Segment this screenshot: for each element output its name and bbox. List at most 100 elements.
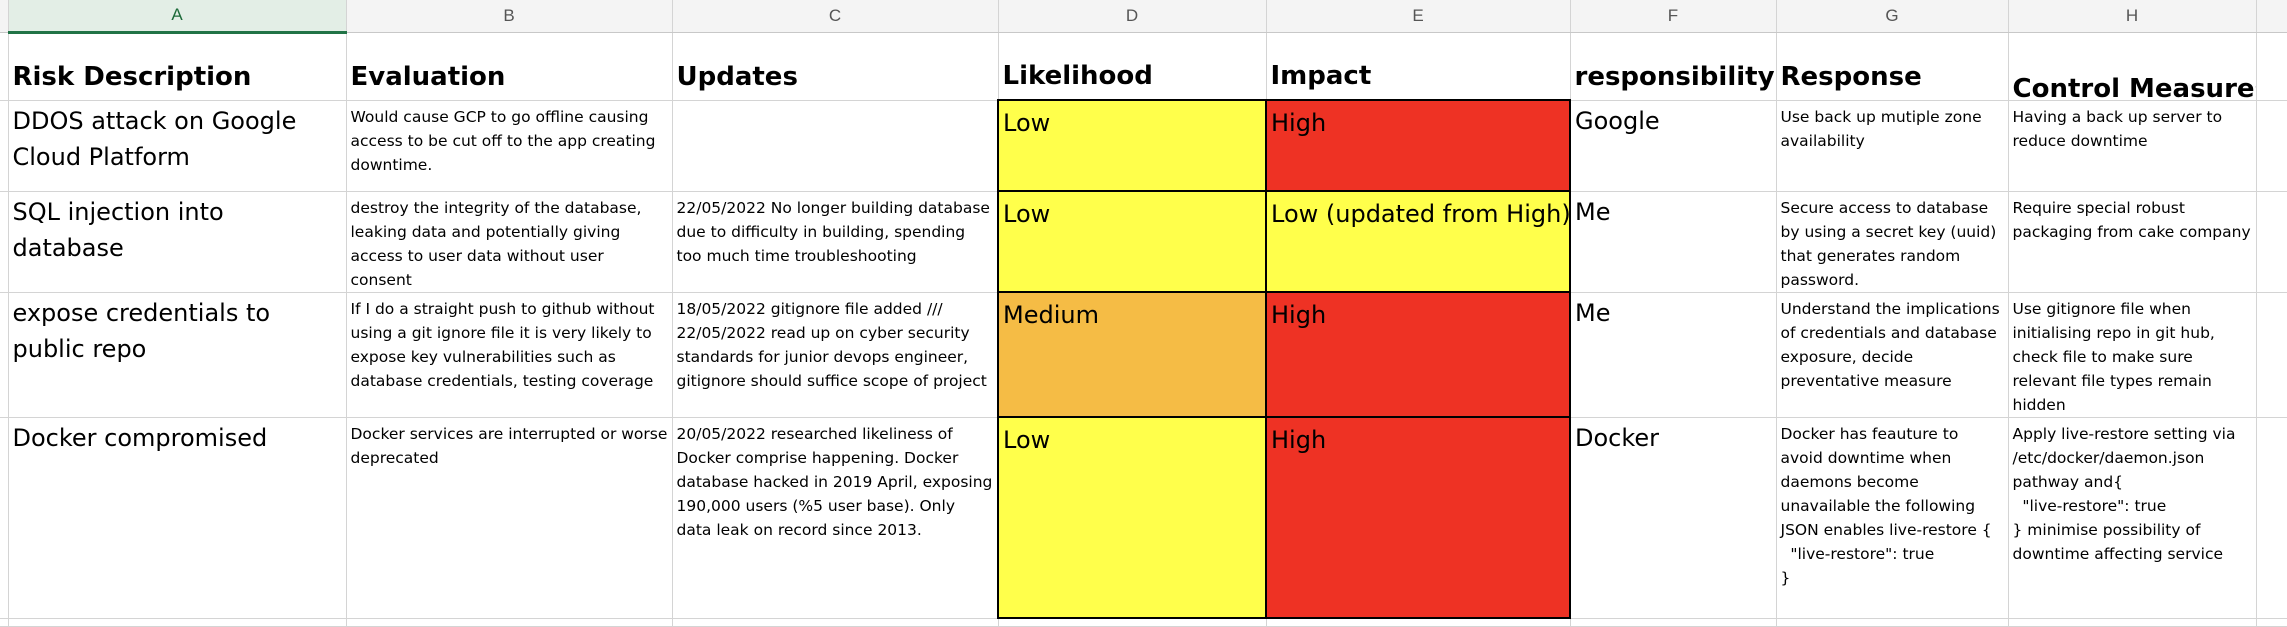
responsibility-value: Me	[1575, 298, 1611, 327]
risk-description: DDOS attack on Google Cloud Platform	[12, 106, 297, 171]
evaluation-cell[interactable]: Docker services are interrupted or worse…	[345, 417, 672, 619]
control-measures-cell[interactable]: Use gitignore file when initialising rep…	[2007, 292, 2256, 418]
updates-cell[interactable]	[671, 100, 998, 192]
responsibility-cell[interactable]: Me	[1569, 292, 1776, 418]
corner-cell[interactable]	[0, 0, 8, 33]
risk-description: Docker compromised	[12, 423, 268, 452]
header-risk-description: Risk Description	[12, 61, 252, 92]
responsibility-cell[interactable]: Docker	[1569, 417, 1776, 619]
header-cell-responsibility[interactable]: responsibility	[1569, 32, 1776, 101]
empty-cell[interactable]	[671, 618, 998, 627]
empty-cell[interactable]	[2255, 618, 2287, 627]
empty-cell[interactable]	[2255, 417, 2287, 619]
likelihood-value: Low	[1003, 426, 1051, 454]
response-text: Use back up mutiple zone availability	[1780, 107, 1987, 150]
response-text: Understand the implications of credentia…	[1780, 299, 2005, 390]
response-text: Secure access to database by using a sec…	[1780, 198, 2002, 289]
table-row: Docker compromised Docker services are i…	[0, 417, 2287, 619]
responsibility-cell[interactable]: Google	[1569, 100, 1776, 192]
likelihood-cell[interactable]: Low	[997, 99, 1267, 192]
response-cell[interactable]: Use back up mutiple zone availability	[1775, 100, 2008, 192]
table-row	[0, 618, 2287, 627]
header-updates: Updates	[676, 61, 798, 92]
updates-text	[673, 101, 997, 105]
evaluation-cell[interactable]: destroy the integrity of the database, l…	[345, 191, 672, 293]
table-row: DDOS attack on Google Cloud Platform Wou…	[0, 99, 2287, 192]
column-header-f[interactable]: F	[1569, 0, 1776, 33]
empty-cell[interactable]	[1569, 618, 1776, 627]
evaluation-text: Docker services are interrupted or worse…	[350, 424, 672, 467]
risk-description-cell[interactable]: expose credentials to public repo	[7, 292, 346, 418]
updates-cell[interactable]: 18/05/2022 gitignore file added /// 22/0…	[671, 292, 998, 418]
response-cell[interactable]: Secure access to database by using a sec…	[1775, 191, 2008, 293]
empty-cell[interactable]	[997, 618, 1266, 627]
header-impact: Impact	[1270, 61, 1372, 91]
impact-cell[interactable]: High	[1265, 292, 1571, 418]
risk-description-cell[interactable]: SQL injection into database	[7, 191, 346, 293]
control-measures-text: Require special robust packaging from ca…	[2012, 198, 2251, 241]
column-header-g[interactable]: G	[1775, 0, 2008, 33]
empty-cell[interactable]	[345, 618, 672, 627]
updates-text: 22/05/2022 No longer building database d…	[676, 198, 995, 265]
control-measures-cell[interactable]: Apply live-restore setting via /etc/dock…	[2007, 417, 2256, 619]
header-control-measures: Control Measures	[2012, 73, 2257, 100]
table-row: SQL injection into database destroy the …	[0, 191, 2287, 293]
likelihood-cell[interactable]: Low	[997, 191, 1267, 293]
impact-value: High	[1271, 301, 1327, 329]
header-cell-impact[interactable]: Impact	[1265, 32, 1570, 101]
response-cell[interactable]: Docker has feauture to avoid downtime wh…	[1775, 417, 2008, 619]
updates-text: 20/05/2022 researched likeliness of Dock…	[676, 424, 998, 539]
column-header-e[interactable]: E	[1265, 0, 1570, 33]
row-gutter	[0, 417, 8, 619]
control-measures-cell[interactable]: Require special robust packaging from ca…	[2007, 191, 2256, 293]
row-gutter	[0, 32, 8, 101]
impact-value: High	[1271, 109, 1327, 137]
column-header-a[interactable]: A	[7, 0, 346, 34]
header-responsibility: responsibility	[1574, 61, 1775, 92]
evaluation-cell[interactable]: If I do a straight push to github withou…	[345, 292, 672, 418]
impact-cell[interactable]: Low (updated from High)	[1265, 191, 1571, 293]
updates-text: 18/05/2022 gitignore file added /// 22/0…	[676, 299, 987, 390]
empty-cell[interactable]	[7, 618, 346, 627]
header-cell-evaluation[interactable]: Evaluation	[345, 32, 672, 101]
risk-description-cell[interactable]: DDOS attack on Google Cloud Platform	[7, 100, 346, 192]
column-header-b[interactable]: B	[345, 0, 672, 33]
impact-value: Low (updated from High)	[1271, 200, 1570, 228]
column-header-i[interactable]	[2255, 0, 2287, 33]
updates-cell[interactable]: 22/05/2022 No longer building database d…	[671, 191, 998, 293]
impact-cell[interactable]: High	[1265, 99, 1571, 192]
header-cell-updates[interactable]: Updates	[671, 32, 998, 101]
empty-cell[interactable]	[2255, 100, 2287, 192]
header-cell-risk-description[interactable]: Risk Description	[7, 32, 346, 101]
impact-value: High	[1271, 426, 1327, 454]
header-likelihood: Likelihood	[1002, 61, 1153, 91]
control-measures-cell[interactable]: Having a back up server to reduce downti…	[2007, 100, 2256, 192]
header-cell-likelihood[interactable]: Likelihood	[997, 32, 1266, 101]
header-row: Risk Description Evaluation Updates Like…	[0, 32, 2287, 101]
likelihood-cell[interactable]: Low	[997, 417, 1267, 619]
column-header-h[interactable]: H	[2007, 0, 2256, 33]
updates-cell[interactable]: 20/05/2022 researched likeliness of Dock…	[671, 417, 998, 619]
row-gutter	[0, 292, 8, 418]
risk-description-cell[interactable]: Docker compromised	[7, 417, 346, 619]
responsibility-cell[interactable]: Me	[1569, 191, 1776, 293]
empty-cell[interactable]	[1265, 618, 1570, 627]
header-cell-control-measures[interactable]: Control Measures	[2007, 32, 2257, 101]
empty-cell[interactable]	[2007, 618, 2256, 627]
empty-cell[interactable]	[2255, 32, 2287, 101]
column-header-d[interactable]: D	[997, 0, 1266, 33]
empty-cell[interactable]	[2255, 191, 2287, 293]
empty-cell[interactable]	[2255, 292, 2287, 418]
empty-cell[interactable]	[1775, 618, 2008, 627]
impact-cell[interactable]: High	[1265, 417, 1571, 619]
response-cell[interactable]: Understand the implications of credentia…	[1775, 292, 2008, 418]
evaluation-cell[interactable]: Would cause GCP to go offline causing ac…	[345, 100, 672, 192]
control-measures-text: Apply live-restore setting via /etc/dock…	[2012, 424, 2236, 563]
column-header-c[interactable]: C	[671, 0, 998, 33]
header-cell-response[interactable]: Response	[1775, 32, 2008, 101]
risk-description: expose credentials to public repo	[12, 298, 271, 363]
header-evaluation: Evaluation	[350, 61, 506, 92]
likelihood-cell[interactable]: Medium	[997, 292, 1267, 418]
